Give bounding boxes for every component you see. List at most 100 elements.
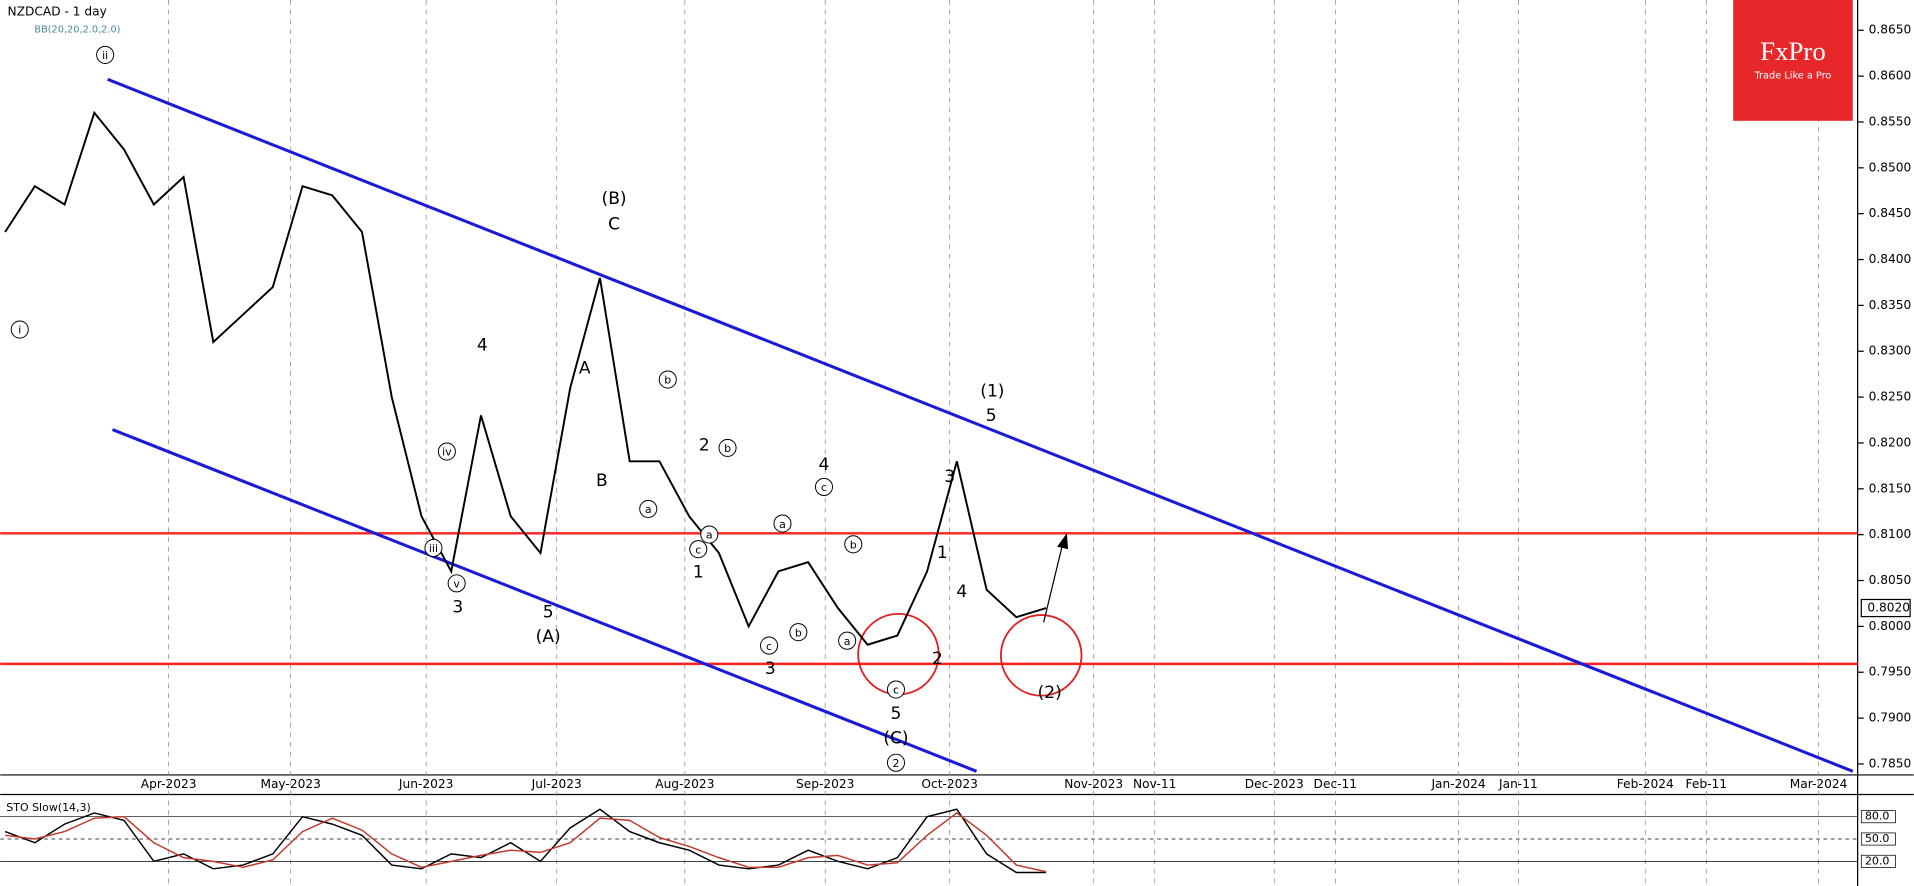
label-circle (886, 753, 906, 772)
logo-name: FxPro (1760, 36, 1826, 66)
y-tick-label: 0.8600 (1869, 69, 1912, 83)
last-price-box (1860, 598, 1911, 618)
label-circle (838, 631, 857, 650)
data-line (5, 812, 1047, 873)
y-tick-box (1860, 854, 1896, 868)
wave-label: 2 (699, 435, 710, 455)
wave-label: ii (102, 49, 108, 62)
wave-label: b (850, 539, 857, 552)
y-tick-label: 0.8300 (1869, 344, 1912, 358)
highlight-circle (1000, 614, 1083, 697)
label-circle (447, 574, 466, 593)
y-tick-label: 0.8100 (1869, 527, 1912, 541)
chart-title: NZDCAD - 1 day (8, 5, 107, 19)
wave-label: 4 (819, 455, 830, 475)
x-tick-label: Nov-2023 (1064, 777, 1123, 791)
wave-label: 3 (452, 598, 463, 618)
y-tick-label: 0.8550 (1869, 114, 1912, 128)
x-tick-label: Mar-2024 (1790, 777, 1848, 791)
y-tick-label: 0.8350 (1869, 298, 1912, 312)
label-circle (773, 514, 792, 533)
y-tick-label: 80.0 (1865, 810, 1889, 823)
wave-label: a (706, 529, 713, 542)
channel-lower (111, 428, 978, 773)
y-tick-box (1860, 810, 1896, 824)
label-circle (10, 320, 29, 339)
indicator-label: BB(20,20,2.0,2.0) (34, 24, 120, 35)
wave-label: b (724, 442, 731, 455)
wave-label: b (795, 626, 802, 639)
wave-label: 1 (693, 562, 704, 582)
y-tick-label: 0.7850 (1869, 756, 1912, 770)
wave-label: 1 (937, 543, 948, 563)
label-circle (96, 45, 115, 64)
wave-label: 2 (892, 757, 899, 770)
wave-label: (B) (602, 189, 627, 209)
y-tick-label: 0.7900 (1869, 711, 1912, 725)
label-circle (814, 477, 834, 496)
arrow (1043, 546, 1063, 623)
label-circle (437, 442, 456, 461)
wave-label: 4 (477, 335, 488, 355)
label-circle (424, 538, 443, 557)
x-tick-label: Nov-11 (1133, 777, 1176, 791)
label-circle (658, 370, 677, 389)
wave-label: v (453, 578, 460, 591)
wave-label: 4 (956, 582, 967, 602)
y-tick-box (1860, 832, 1896, 846)
y-tick-label: 20.0 (1865, 854, 1889, 867)
x-tick-label: Feb-2024 (1617, 777, 1674, 791)
y-tick-label: 0.8500 (1869, 160, 1912, 174)
wave-label: A (579, 359, 591, 379)
wave-label: iii (429, 542, 438, 555)
wave-label: (C) (883, 728, 908, 748)
y-tick-label: 0.8200 (1869, 435, 1912, 449)
y-tick-label: 0.8150 (1869, 481, 1912, 495)
label-circle (689, 540, 708, 559)
y-tick-label: 50.0 (1865, 832, 1889, 845)
wave-label: (A) (536, 627, 561, 647)
label-circle (718, 438, 737, 457)
x-tick-label: Aug-2023 (655, 777, 714, 791)
x-tick-label: Dec-2023 (1245, 777, 1304, 791)
label-circle (760, 636, 779, 655)
y-tick-label: 0.8050 (1869, 573, 1912, 587)
wave-label: c (695, 543, 701, 556)
label-circle (844, 535, 863, 554)
y-tick-label: 0.8250 (1869, 390, 1912, 404)
x-tick-label: Sep-2023 (796, 777, 854, 791)
label-circle (886, 680, 906, 699)
arrow-head (1057, 533, 1069, 550)
wave-label: c (821, 481, 827, 494)
x-tick-label: Feb-11 (1686, 777, 1727, 791)
x-tick-label: Oct-2023 (921, 777, 977, 791)
wave-label: 5 (986, 406, 997, 426)
wave-label: b (664, 374, 671, 387)
indicator-title: STO Slow(14,3) (6, 801, 90, 814)
x-tick-label: Jan-2024 (1430, 777, 1485, 791)
y-tick-label: 0.8000 (1869, 619, 1912, 633)
wave-label: 2 (932, 649, 943, 669)
label-circle (639, 499, 658, 518)
wave-label: c (766, 640, 772, 653)
x-tick-label: Apr-2023 (141, 777, 197, 791)
wave-label: 3 (765, 659, 776, 679)
wave-label: iv (442, 446, 452, 459)
x-tick-label: Jan-11 (1498, 777, 1538, 791)
channel-upper (107, 77, 1854, 773)
label-circle (700, 525, 719, 544)
x-tick-label: May-2023 (260, 777, 320, 791)
logo-box (1733, 0, 1853, 121)
x-tick-label: Jul-2023 (531, 777, 582, 791)
x-tick-label: Jun-2023 (398, 777, 453, 791)
wave-label: 3 (944, 467, 955, 487)
wave-label: 5 (543, 603, 554, 623)
logo-tagline: Trade Like a Pro (1754, 71, 1832, 82)
wave-label: a (844, 635, 851, 648)
x-tick-label: Dec-11 (1314, 777, 1358, 791)
wave-label: B (596, 471, 608, 491)
y-tick-label: 0.8400 (1869, 252, 1912, 266)
wave-label: (1) (980, 382, 1004, 402)
